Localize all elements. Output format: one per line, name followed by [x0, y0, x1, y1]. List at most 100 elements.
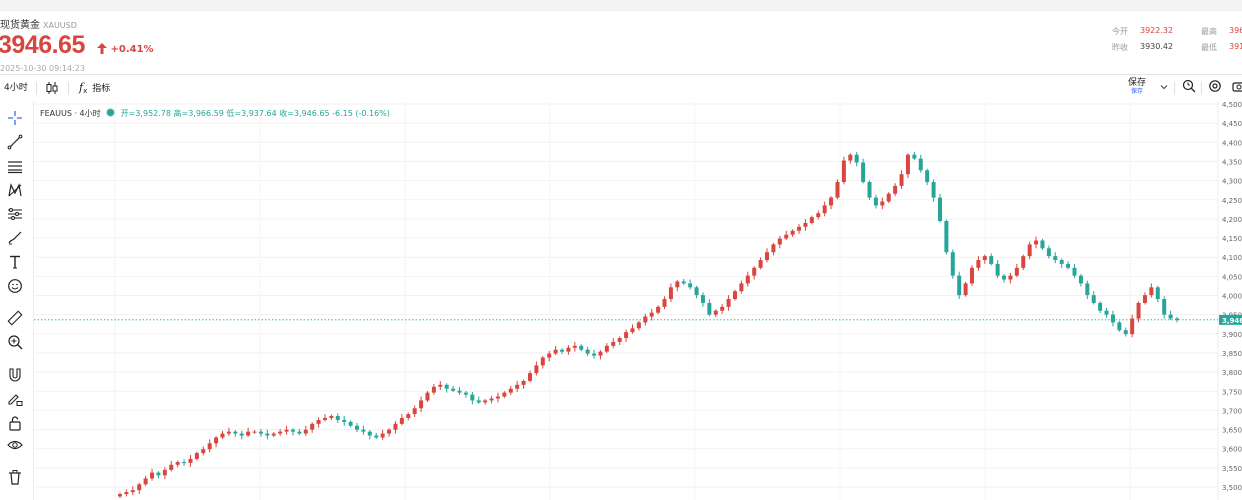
- measure-tool[interactable]: [5, 308, 25, 328]
- magnet-tool[interactable]: [5, 365, 25, 385]
- candle-body: [854, 154, 859, 163]
- candle-body: [950, 252, 955, 276]
- crosshair-tool[interactable]: [5, 108, 25, 128]
- price-change: +0.41%: [97, 43, 154, 55]
- indicators-label: 指标: [92, 84, 111, 94]
- candle-body: [829, 197, 834, 206]
- channel-tool[interactable]: [5, 156, 25, 176]
- candle-body: [1130, 318, 1135, 335]
- candle-body: [1098, 302, 1103, 311]
- candle-body: [1149, 287, 1154, 296]
- current-price-tag-label: 3,946: [1222, 317, 1242, 325]
- candle-body: [124, 492, 129, 495]
- candle-body: [873, 197, 878, 206]
- lock-tool[interactable]: [5, 413, 25, 433]
- candle-body: [419, 400, 424, 409]
- candle-body: [547, 353, 552, 358]
- candle-body: [374, 435, 379, 438]
- candle-body: [361, 429, 366, 432]
- save-button[interactable]: 保存 保存: [1122, 78, 1152, 96]
- candle-body: [1027, 244, 1032, 257]
- candle-body: [1123, 330, 1128, 335]
- prediction-tool[interactable]: [5, 204, 25, 224]
- candle-body: [720, 306, 725, 311]
- candle-body: [182, 462, 187, 464]
- candle-body: [1155, 287, 1160, 300]
- candle-body: [1117, 322, 1122, 331]
- y-tick-label: 4,400: [1222, 139, 1242, 147]
- quote-timestamp: 2025-10-30 09:14:23: [0, 64, 85, 73]
- candle-body: [1014, 267, 1019, 276]
- candle-body: [367, 431, 372, 436]
- trend-line-tool[interactable]: [5, 132, 25, 152]
- candle-body: [451, 388, 456, 391]
- candle-body: [380, 433, 385, 438]
- candle-body: [1104, 310, 1109, 315]
- chart-area[interactable]: [33, 101, 1220, 500]
- candle-body: [604, 345, 609, 352]
- candle-body: [726, 299, 731, 307]
- y-tick-label: 3,750: [1222, 388, 1242, 396]
- candle-body: [470, 394, 475, 401]
- candle-body: [989, 256, 994, 264]
- candle-body: [1175, 318, 1179, 321]
- candle-body: [495, 396, 500, 399]
- candle-body: [335, 416, 340, 420]
- hide-tool[interactable]: [5, 435, 25, 455]
- candle-body: [982, 256, 987, 261]
- candle-body: [169, 464, 174, 470]
- brush-tool[interactable]: [5, 228, 25, 248]
- indicators-button[interactable]: fx 指标: [79, 81, 111, 95]
- gear-icon: [1209, 80, 1221, 92]
- candle-body: [162, 469, 167, 476]
- candle-body: [995, 263, 1000, 276]
- screenshot-button[interactable]: [1232, 79, 1242, 95]
- candle-body: [1021, 256, 1026, 268]
- candle-body: [393, 423, 398, 430]
- candle-body: [143, 478, 148, 485]
- candle-body: [937, 197, 942, 222]
- settings-button[interactable]: [1208, 79, 1222, 95]
- candle-body: [201, 449, 206, 454]
- candle-body: [662, 299, 667, 307]
- candle-body: [406, 414, 411, 418]
- candle-body: [342, 419, 347, 422]
- candle-type-button[interactable]: [46, 80, 58, 96]
- candle-body: [918, 158, 923, 171]
- interval-button[interactable]: 4小时: [4, 83, 28, 93]
- save-dropdown[interactable]: [1160, 81, 1168, 97]
- zoom-tool[interactable]: [5, 332, 25, 352]
- candle-body: [265, 433, 270, 436]
- y-tick-label: 4,050: [1222, 273, 1242, 281]
- pattern-tool[interactable]: [5, 180, 25, 200]
- stat-low-label: 最低: [1201, 43, 1217, 52]
- candle-body: [297, 431, 302, 434]
- candle-body: [355, 425, 360, 430]
- candle-body: [905, 154, 910, 175]
- candle-body: [931, 182, 936, 198]
- delete-tool[interactable]: [5, 467, 25, 487]
- stat-open-value: 3922.32: [1140, 26, 1174, 35]
- stat-prev-close-value: 3930.42: [1140, 42, 1174, 51]
- candle-body: [700, 295, 705, 303]
- toolbar-divider: [68, 82, 69, 95]
- save-label: 保存: [1127, 78, 1146, 88]
- crosshair-icon: [8, 111, 22, 125]
- stay-in-drawing-tool[interactable]: [5, 389, 25, 409]
- quick-search-button[interactable]: [1182, 79, 1196, 95]
- candle-body: [976, 260, 981, 268]
- candle-body: [258, 431, 263, 434]
- candle-body: [412, 408, 417, 415]
- y-tick-label: 3,800: [1222, 369, 1242, 377]
- candle-body: [848, 154, 853, 161]
- candle-body: [1046, 248, 1051, 257]
- text-tool[interactable]: [5, 252, 25, 272]
- candle-body: [220, 433, 225, 438]
- candle-body: [867, 182, 872, 198]
- instrument-title: 现货黄金 XAUUSD: [0, 16, 77, 31]
- save-sublabel: 保存: [1130, 88, 1143, 95]
- emoji-tool[interactable]: [5, 276, 25, 296]
- magnet-icon: [9, 368, 21, 382]
- candle-body: [1008, 275, 1013, 280]
